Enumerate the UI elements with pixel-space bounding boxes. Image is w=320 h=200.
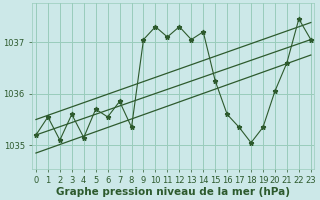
X-axis label: Graphe pression niveau de la mer (hPa): Graphe pression niveau de la mer (hPa) — [56, 187, 290, 197]
